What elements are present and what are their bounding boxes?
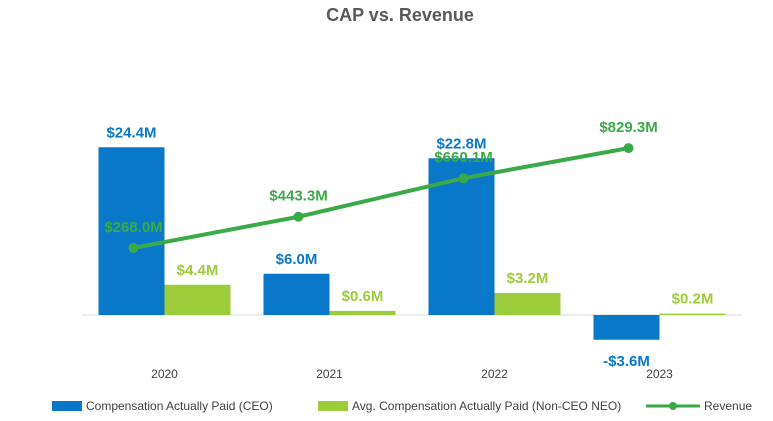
legend-label-ceo: Compensation Actually Paid (CEO)	[86, 399, 273, 413]
label-ceo-2020: $24.4M	[106, 124, 156, 141]
revenue-point-2021	[293, 211, 304, 222]
legend: Compensation Actually Paid (CEO) Avg. Com…	[52, 399, 752, 413]
label-revenue-2023: $829.3M	[599, 119, 657, 136]
data-labels: $24.4M $4.4M $6.0M $0.6M $22.8M $3.2M -$3.6M $0…	[104, 119, 713, 370]
x-axis-ticks: 2020 2021 2022 2023	[151, 367, 673, 381]
bar-ceo-2023	[593, 315, 660, 340]
x-tick-2022: 2022	[481, 367, 508, 381]
chart-title: CAP vs. Revenue	[326, 5, 474, 25]
x-tick-2023: 2023	[646, 367, 673, 381]
bar-marks	[98, 147, 726, 340]
bar-neo-2022	[494, 293, 561, 315]
label-revenue-2020: $268.0M	[104, 219, 162, 236]
x-tick-2020: 2020	[151, 367, 178, 381]
bar-neo-2021	[329, 310, 396, 315]
bar-ceo-2020	[98, 147, 165, 315]
label-revenue-2022: $660.1M	[434, 149, 492, 166]
label-revenue-2021: $443.3M	[269, 188, 327, 205]
label-ceo-2023: -$3.6M	[603, 353, 650, 370]
revenue-point-2023	[623, 143, 634, 154]
legend-swatch-revenue-marker	[669, 402, 677, 410]
revenue-point-2022	[458, 173, 469, 184]
label-ceo-2021: $6.0M	[276, 251, 318, 268]
label-neo-2022: $3.2M	[507, 270, 549, 287]
revenue-line	[133, 146, 629, 250]
bar-neo-2023	[659, 313, 726, 315]
legend-swatch-neo	[318, 401, 348, 411]
bar-ceo-2021	[263, 273, 330, 315]
bar-neo-2020	[164, 284, 231, 315]
legend-swatch-ceo	[52, 401, 82, 411]
label-ceo-2022: $22.8M	[436, 135, 486, 152]
label-neo-2020: $4.4M	[177, 262, 219, 279]
label-neo-2021: $0.6M	[342, 288, 384, 305]
legend-label-neo: Avg. Compensation Actually Paid (Non-CEO…	[352, 399, 621, 413]
label-neo-2023: $0.2M	[672, 291, 714, 308]
legend-label-revenue: Revenue	[704, 399, 752, 413]
revenue-line-layer	[128, 143, 634, 253]
revenue-point-2020	[128, 242, 139, 253]
x-tick-2021: 2021	[316, 367, 343, 381]
